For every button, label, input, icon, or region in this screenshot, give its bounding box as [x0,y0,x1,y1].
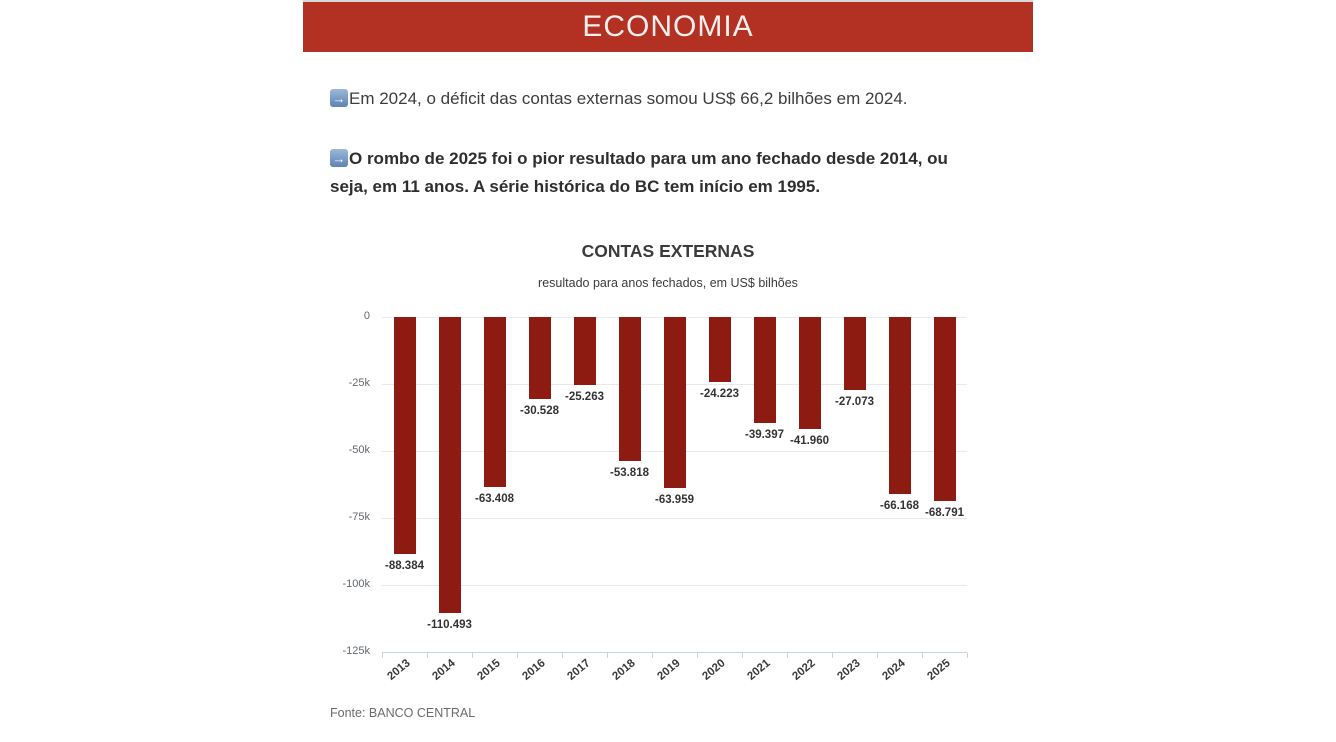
x-axis-year-label: 2024 [879,657,908,683]
x-axis-year-label: 2014 [429,657,458,683]
x-axis-tick [742,653,743,658]
right-arrow-icon: → [330,149,348,167]
bar-value-label: -63.408 [474,493,515,505]
bar [438,317,461,613]
gridline [382,585,967,586]
bar-value-label: -110.493 [427,619,472,631]
x-axis-tick [922,653,923,658]
bar [798,317,821,429]
bar [708,317,731,382]
x-axis-tick [472,653,473,658]
right-arrow-glyph: → [332,90,346,106]
x-axis-tick [562,653,563,658]
x-axis-tick [382,653,383,658]
top-strip [303,0,1033,2]
bar [663,317,686,488]
y-axis-tick-label: -125k [342,645,370,657]
bar [393,317,416,554]
section-title: ECONOMIA [582,10,754,43]
chart-subtitle: resultado para anos fechados, em US$ bil… [538,276,798,290]
bar-value-label: -24.223 [699,388,740,400]
content-column: ECONOMIA → Em 2024, o déficit das contas … [303,0,1033,742]
bar [483,317,506,487]
bar-value-label: -39.397 [744,429,785,441]
contas-externas-bar-chart: 0 -25k -50k -75k -100k -125k -88.384 2013 -110.4… [303,0,1033,742]
x-axis-year-label: 2013 [384,657,413,683]
x-axis-tick [517,653,518,658]
y-axis-tick-label: -100k [342,578,370,590]
bar [843,317,866,390]
y-axis-tick-label: -25k [348,377,370,389]
x-axis-year-label: 2018 [609,657,638,683]
chart-source: Fonte: BANCO CENTRAL [330,706,476,720]
bar-value-label: -41.960 [789,435,830,447]
bar-value-label: -66.168 [879,500,920,512]
x-axis-year-label: 2020 [699,657,728,683]
bar [753,317,776,423]
bullet-text-1: Em 2024, o déficit das contas externas s… [349,89,908,108]
bullet-paragraph-1: → Em 2024, o déficit das contas externas … [330,85,990,113]
x-axis-tick [787,653,788,658]
x-axis-year-label: 2019 [654,657,683,683]
x-axis-year-label: 2025 [924,657,953,683]
right-arrow-glyph: → [332,150,346,166]
bar [888,317,911,494]
x-axis-tick [652,653,653,658]
section-banner: ECONOMIA [303,2,1033,52]
x-axis-year-label: 2017 [564,657,593,683]
bullet-text-2: O rombo de 2025 foi o pior resultado par… [330,149,948,196]
x-axis-year-label: 2023 [834,657,863,683]
bar [618,317,641,461]
bar-value-label: -68.791 [924,507,965,519]
x-axis-tick [697,653,698,658]
chart-title: CONTAS EXTERNAS [581,241,755,261]
x-axis-year-label: 2016 [519,657,548,683]
bar [573,317,596,385]
x-axis-tick [832,653,833,658]
x-axis-tick [967,653,968,658]
x-axis-year-label: 2015 [474,657,503,683]
x-axis-line [382,652,967,653]
x-axis-tick [607,653,608,658]
right-arrow-icon: → [330,89,348,107]
gridline [382,518,967,519]
bar-value-label: -25.263 [564,391,605,403]
bar [933,317,956,501]
x-axis-year-label: 2022 [789,657,818,683]
y-axis-tick-label: 0 [363,310,370,322]
bar-value-label: -88.384 [384,560,425,572]
bar-value-label: -63.959 [654,494,695,506]
x-axis-tick [427,653,428,658]
x-axis-tick [877,653,878,658]
y-axis-tick-label: -50k [348,444,370,456]
x-axis-year-label: 2021 [744,657,773,683]
y-axis-tick-label: -75k [348,511,370,523]
bar-value-label: -53.818 [609,467,650,479]
bullet-paragraph-2: → O rombo de 2025 foi o pior resultado pa… [330,145,980,201]
bar [528,317,551,399]
bar-value-label: -27.073 [834,396,875,408]
bar-value-label: -30.528 [519,405,560,417]
